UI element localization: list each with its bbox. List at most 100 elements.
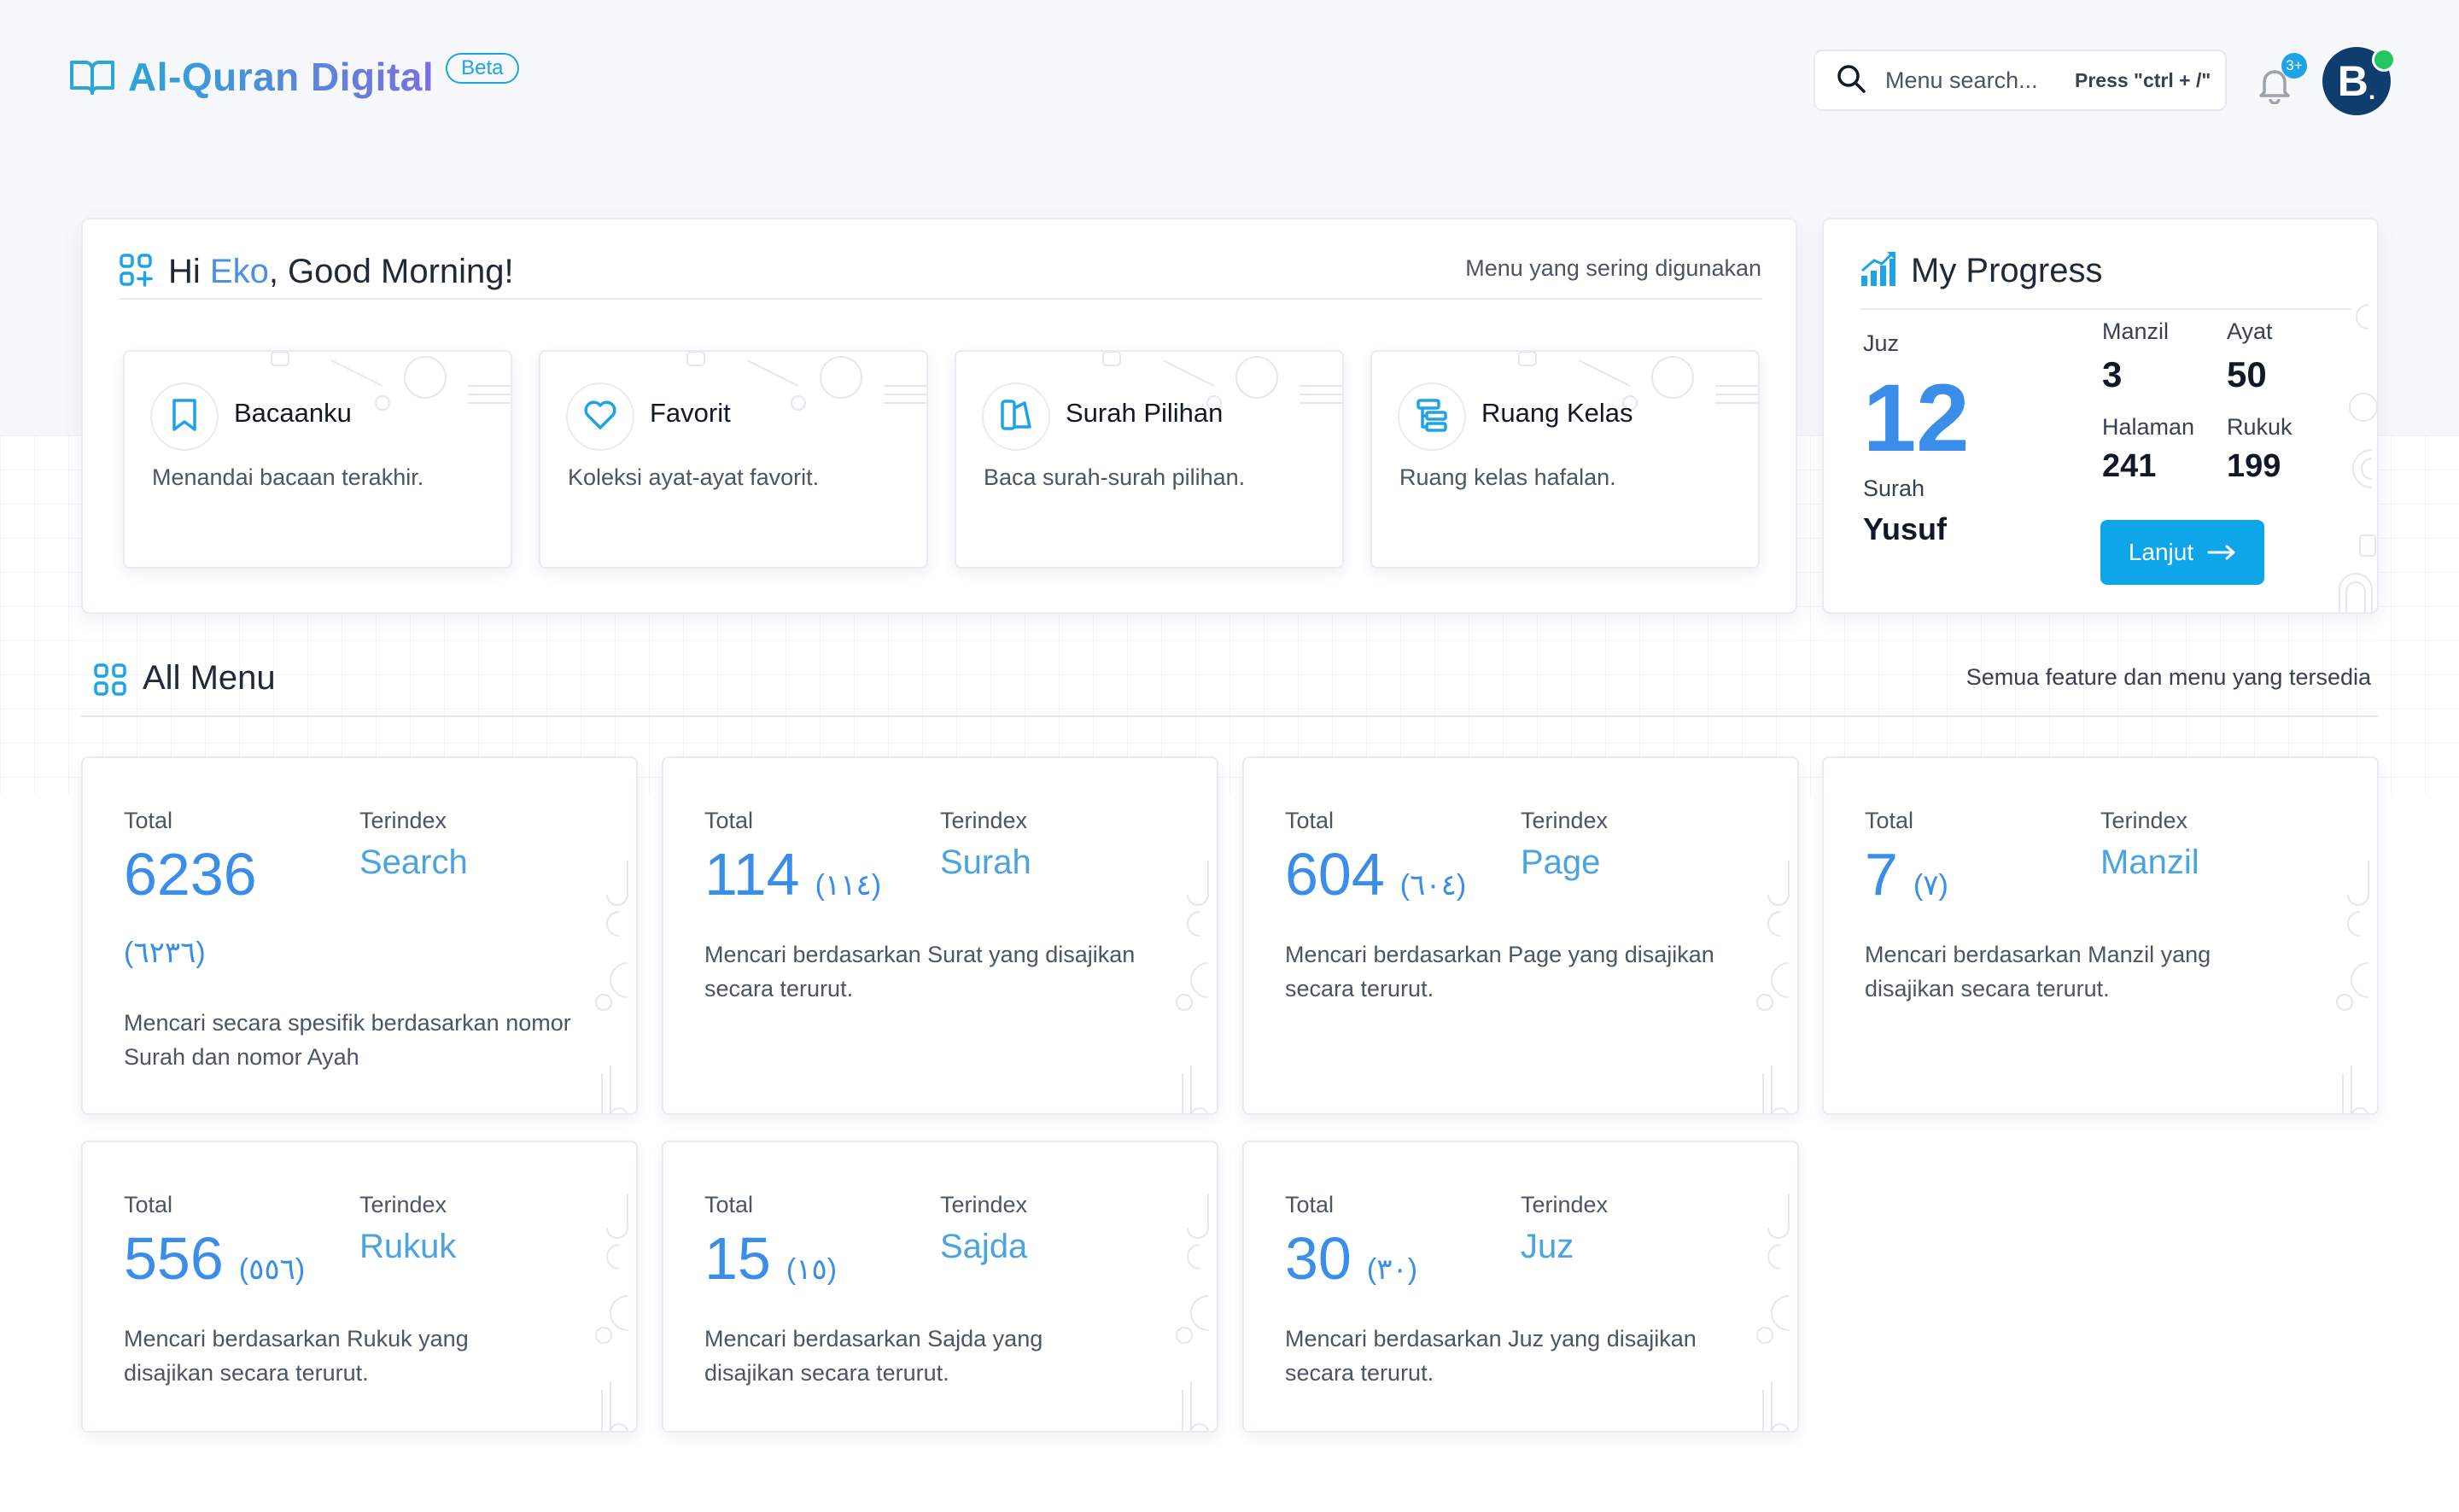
total-value-row: 556 (٥٥٦) — [124, 1224, 305, 1293]
decorative-pattern — [1756, 861, 1790, 1113]
quick-menu-favorit[interactable]: Favorit Koleksi ayat-ayat favorit. — [539, 350, 928, 569]
quick-menu-surah-pilihan[interactable]: Surah Pilihan Baca surah-surah pilihan. — [955, 350, 1344, 569]
quick-title: Bacaanku — [234, 398, 352, 428]
decorative-pattern — [1756, 1194, 1790, 1431]
menu-card-manzil[interactable]: Total 7 (٧) Terindex Manzil Mencari berda… — [1822, 756, 2379, 1115]
total-value-row: 604 (٦٠٤) — [1285, 840, 1466, 908]
quick-desc: Menandai bacaan terakhir. — [152, 464, 424, 490]
progress-panel: My Progress Juz 12 Surah Yusuf Manzil 3 … — [1822, 218, 2379, 614]
decorative-pattern — [1102, 352, 1342, 411]
total-arabic: (٦٢٣٦) — [124, 937, 206, 969]
search-shortcut-hint: Press "ctrl + /" — [2075, 68, 2211, 91]
index-label: Terindex — [359, 1192, 447, 1217]
index-value: Juz — [1521, 1228, 1574, 1265]
menu-card-surah[interactable]: Total 114 (١١٤) Terindex Surah Mencari be… — [662, 756, 1218, 1115]
menu-card-page[interactable]: Total 604 (٦٠٤) Terindex Page Mencari ber… — [1242, 756, 1799, 1115]
total-value-row: 30 (٣٠) — [1285, 1224, 1417, 1293]
search-box[interactable]: Press "ctrl + /" — [1814, 50, 2227, 111]
halaman-value: 241 — [2102, 448, 2157, 484]
search-input[interactable] — [1884, 66, 2058, 95]
progress-title: My Progress — [1911, 252, 2103, 289]
rukuk-label: Rukuk — [2227, 414, 2293, 440]
quick-title: Ruang Kelas — [1481, 398, 1633, 428]
decorative-arch — [2339, 573, 2373, 612]
decorative-pattern — [686, 352, 926, 411]
greeting-header: Hi Eko, Good Morning! Menu yang sering d… — [119, 245, 1761, 300]
halaman-label: Halaman — [2102, 414, 2195, 440]
app-title: Al-Quran Digital — [128, 55, 435, 99]
surah-label: Surah — [1863, 476, 1925, 501]
total-value: 6236 — [124, 841, 257, 908]
total-arabic: (٧) — [1913, 869, 1948, 902]
total-label: Total — [1285, 808, 1335, 833]
bookmark-icon — [170, 398, 199, 436]
total-value-row: 7 (٧) — [1865, 840, 1948, 908]
quick-icon-circle — [566, 382, 634, 451]
total-label: Total — [704, 1192, 754, 1217]
index-label: Terindex — [2100, 808, 2188, 833]
open-book-icon — [68, 53, 116, 101]
total-label: Total — [124, 1192, 173, 1217]
index-value: Surah — [940, 844, 1031, 881]
greeting-panel: Hi Eko, Good Morning! Menu yang sering d… — [81, 218, 1797, 614]
menu-card-rukuk[interactable]: Total 556 (٥٥٦) Terindex Rukuk Mencari be… — [81, 1141, 638, 1433]
decorative-pattern — [595, 861, 628, 1113]
index-label: Terindex — [359, 808, 447, 833]
lanjut-button[interactable]: Lanjut — [2100, 520, 2264, 585]
card-description: Mencari berdasarkan Juz yang disajikan s… — [1285, 1326, 1697, 1386]
menu-card-juz[interactable]: Total 30 (٣٠) Terindex Juz Mencari berdas… — [1242, 1141, 1799, 1433]
brand[interactable]: Al-Quran Digital Beta — [68, 53, 519, 101]
manzil-label: Manzil — [2102, 318, 2170, 344]
quick-menu-ruang-kelas[interactable]: Ruang Kelas Ruang kelas hafalan. — [1370, 350, 1760, 569]
decorative-pattern — [1176, 1194, 1209, 1431]
quick-desc: Koleksi ayat-ayat favorit. — [568, 464, 820, 490]
index-label: Terindex — [1521, 808, 1609, 833]
index-label: Terindex — [1521, 1192, 1609, 1217]
total-value-row: 15 (١٥) — [704, 1224, 837, 1293]
surah-value: Yusuf — [1863, 511, 1948, 546]
card-description: Mencari berdasarkan Manzil yang disajika… — [1865, 942, 2211, 1001]
arrow-right-icon — [2207, 544, 2236, 561]
all-menu-title: All Menu — [143, 659, 276, 697]
card-description: Mencari berdasarkan Surat yang disajikan… — [704, 942, 1136, 1001]
index-value: Sajda — [940, 1228, 1028, 1265]
total-arabic: (١٥) — [786, 1253, 838, 1286]
quick-menu-bacaanku[interactable]: Bacaanku Menandai bacaan terakhir. — [123, 350, 512, 569]
card-description: Mencari berdasarkan Sajda yang disajikan… — [704, 1326, 1043, 1386]
online-status-dot — [2372, 48, 2396, 72]
lanjut-label: Lanjut — [2128, 539, 2194, 565]
index-value: Rukuk — [359, 1228, 457, 1265]
total-value-row: 114 (١١٤) — [704, 840, 881, 908]
progress-divider — [1860, 308, 2351, 310]
quick-title: Surah Pilihan — [1066, 398, 1224, 428]
quick-icon-circle — [150, 382, 219, 451]
total-label: Total — [124, 808, 173, 833]
decorative-pattern — [1518, 352, 1758, 411]
greeting-subtitle: Menu yang sering digunakan — [1465, 255, 1761, 281]
manzil-value: 3 — [2102, 354, 2123, 394]
total-arabic: (٦٠٤) — [1399, 869, 1467, 902]
total-value: 30 — [1285, 1225, 1352, 1292]
total-value: 15 — [704, 1225, 771, 1292]
user-name: Eko — [209, 252, 269, 290]
decorative-pattern — [271, 352, 511, 411]
menu-card-sajda[interactable]: Total 15 (١٥) Terindex Sajda Mencari berd… — [662, 1141, 1218, 1433]
rukuk-value: 199 — [2227, 448, 2281, 484]
total-arabic: (١١٤) — [815, 869, 882, 902]
decorative-pattern — [2349, 304, 2377, 557]
total-label: Total — [704, 808, 754, 833]
notification-badge: 3+ — [2281, 53, 2307, 79]
total-label: Total — [1285, 1192, 1335, 1217]
menu-card-search[interactable]: Total 6236 (٦٢٣٦) Terindex Search Mencar… — [81, 756, 638, 1115]
greeting-suffix: , Good Morning! — [268, 252, 514, 290]
quick-desc: Ruang kelas hafalan. — [1399, 464, 1616, 490]
avatar[interactable]: B. — [2322, 47, 2391, 115]
avatar-letter: B — [2337, 57, 2368, 105]
bell-icon[interactable] — [2254, 63, 2295, 105]
all-menu-header: All Menu Semua feature dan menu yang ter… — [81, 647, 2378, 717]
total-arabic: (٥٥٦) — [238, 1253, 306, 1286]
ayat-label: Ayat — [2227, 318, 2273, 344]
total-value: 556 — [124, 1225, 224, 1292]
all-menu-subtitle: Semua feature dan menu yang tersedia — [1965, 664, 2371, 690]
total-arabic: (٣٠) — [1366, 1253, 1418, 1286]
